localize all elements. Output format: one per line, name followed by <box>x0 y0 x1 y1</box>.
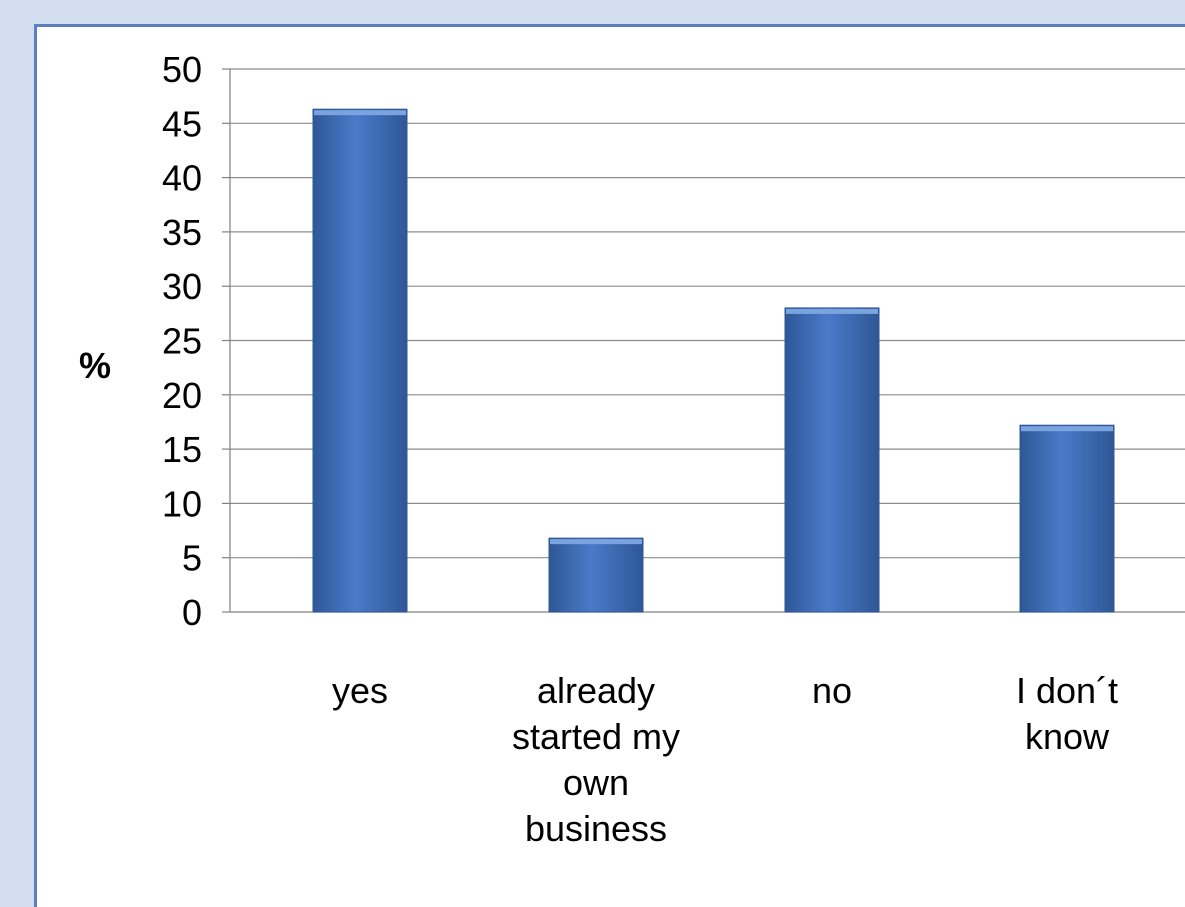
bar-1 <box>312 108 408 613</box>
bar-2 <box>548 537 644 613</box>
bar-highlight <box>1021 426 1113 432</box>
y-tick-label: 20 <box>162 375 202 416</box>
y-tick-label: 25 <box>162 321 202 362</box>
bar-highlight <box>786 308 878 314</box>
bars <box>312 108 1115 613</box>
y-tick-label: 0 <box>182 592 202 633</box>
y-tick-label: 15 <box>162 429 202 470</box>
y-tick-label: 30 <box>162 266 202 307</box>
y-tick-label: 40 <box>162 158 202 199</box>
bar-3 <box>784 307 880 613</box>
y-tick-label: 35 <box>162 212 202 253</box>
bar-highlight <box>314 110 406 116</box>
x-category-label: already started my own business <box>512 670 680 849</box>
x-category-label: no <box>812 670 852 711</box>
y-tick-label: 45 <box>162 103 202 144</box>
bar-4 <box>1019 424 1115 613</box>
x-category-label: I don´t know <box>1016 670 1118 757</box>
x-axis-labels: yes already started my own business no I don´t… <box>332 670 1118 849</box>
y-tick-label: 5 <box>182 538 202 579</box>
y-tick-label: 50 <box>162 49 202 90</box>
y-axis: 0 5 10 15 20 25 30 35 40 45 50 <box>162 49 231 633</box>
x-category-label: yes <box>332 670 388 711</box>
bar-highlight <box>550 539 642 545</box>
chart-frame <box>34 24 1185 907</box>
y-axis-label: % <box>79 345 111 386</box>
y-tick-label: 10 <box>162 483 202 524</box>
